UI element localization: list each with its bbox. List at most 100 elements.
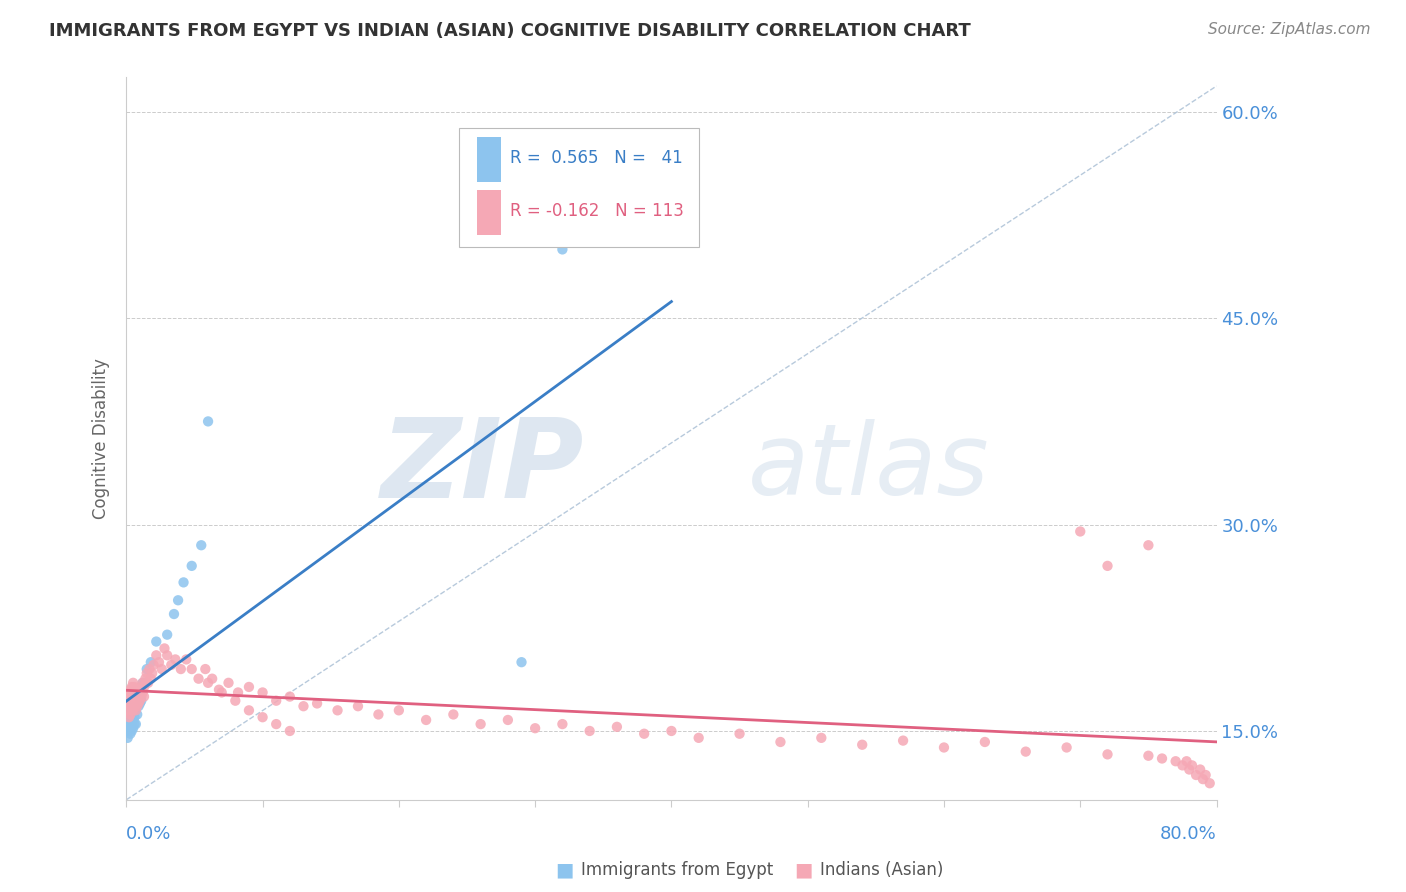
Point: [131, 675, 153, 690]
Point: [160, 657, 183, 672]
Point: [148, 655, 170, 669]
Point: [278, 690, 301, 704]
Point: [129, 690, 152, 704]
Point: [810, 731, 832, 745]
Point: [120, 692, 142, 706]
Text: R =  0.565   N =   41: R = 0.565 N = 41: [510, 150, 683, 168]
Point: [1185, 768, 1208, 782]
Point: [932, 740, 955, 755]
Point: [1137, 748, 1160, 763]
Point: [120, 699, 142, 714]
Point: [122, 706, 145, 720]
Point: [121, 710, 143, 724]
Point: [139, 655, 162, 669]
Point: [122, 703, 145, 717]
Point: [208, 682, 231, 697]
Text: 80.0%: 80.0%: [1160, 824, 1216, 843]
Point: [156, 628, 179, 642]
Point: [633, 727, 655, 741]
Point: [1097, 558, 1119, 573]
Point: [278, 723, 301, 738]
Point: [510, 655, 533, 669]
Point: [131, 675, 153, 690]
Point: [134, 672, 156, 686]
Point: [728, 727, 751, 741]
Point: [124, 717, 146, 731]
Point: [1178, 763, 1201, 777]
Point: [124, 710, 146, 724]
Point: [127, 699, 149, 714]
Point: [121, 723, 143, 738]
Text: 0.0%: 0.0%: [127, 824, 172, 843]
Text: Source: ZipAtlas.com: Source: ZipAtlas.com: [1208, 22, 1371, 37]
Point: [224, 694, 246, 708]
Point: [124, 680, 146, 694]
Text: R = -0.162   N = 113: R = -0.162 N = 113: [510, 202, 683, 220]
Point: [125, 717, 148, 731]
Point: [120, 682, 142, 697]
Point: [170, 662, 193, 676]
Point: [121, 697, 143, 711]
Point: [131, 685, 153, 699]
Point: [121, 680, 143, 694]
Point: [165, 652, 187, 666]
Text: ■: ■: [794, 860, 813, 880]
Point: [367, 707, 389, 722]
Point: [125, 703, 148, 717]
Point: [1194, 768, 1216, 782]
FancyBboxPatch shape: [478, 137, 502, 182]
Point: [121, 690, 143, 704]
Point: [117, 697, 139, 711]
Point: [264, 717, 287, 731]
Point: [129, 694, 152, 708]
Point: [851, 738, 873, 752]
Point: [118, 694, 141, 708]
Point: [127, 707, 149, 722]
Point: [180, 662, 202, 676]
Point: [118, 713, 141, 727]
Point: [129, 680, 152, 694]
Point: [194, 662, 217, 676]
Point: [1192, 772, 1215, 786]
Point: [120, 727, 142, 741]
Point: [117, 723, 139, 738]
Point: [122, 721, 145, 735]
Point: [121, 703, 143, 717]
Point: [128, 697, 150, 711]
Point: [496, 713, 519, 727]
Point: [661, 723, 683, 738]
Point: [226, 685, 249, 699]
Text: Immigrants from Egypt: Immigrants from Egypt: [581, 861, 773, 879]
Point: [1150, 751, 1173, 765]
Point: [125, 694, 148, 708]
Text: ■: ■: [555, 860, 574, 880]
Point: [122, 685, 145, 699]
Point: [122, 697, 145, 711]
Point: [125, 703, 148, 717]
Point: [238, 703, 260, 717]
Point: [307, 697, 329, 711]
Point: [163, 607, 186, 621]
Point: [120, 710, 142, 724]
Point: [173, 575, 195, 590]
Point: [120, 706, 142, 720]
Point: [117, 731, 139, 745]
Point: [125, 682, 148, 697]
Y-axis label: Cognitive Disability: Cognitive Disability: [93, 359, 110, 519]
Point: [252, 710, 274, 724]
Point: [1015, 745, 1038, 759]
Point: [252, 685, 274, 699]
Point: [153, 641, 176, 656]
Point: [120, 707, 142, 722]
Point: [145, 648, 167, 663]
Point: [769, 735, 792, 749]
Point: [118, 703, 141, 717]
Point: [122, 713, 145, 727]
Point: [388, 703, 411, 717]
Point: [145, 634, 167, 648]
Point: [139, 672, 162, 686]
Point: [347, 699, 370, 714]
Point: [142, 657, 165, 672]
Point: [120, 699, 142, 714]
Point: [1198, 776, 1220, 790]
